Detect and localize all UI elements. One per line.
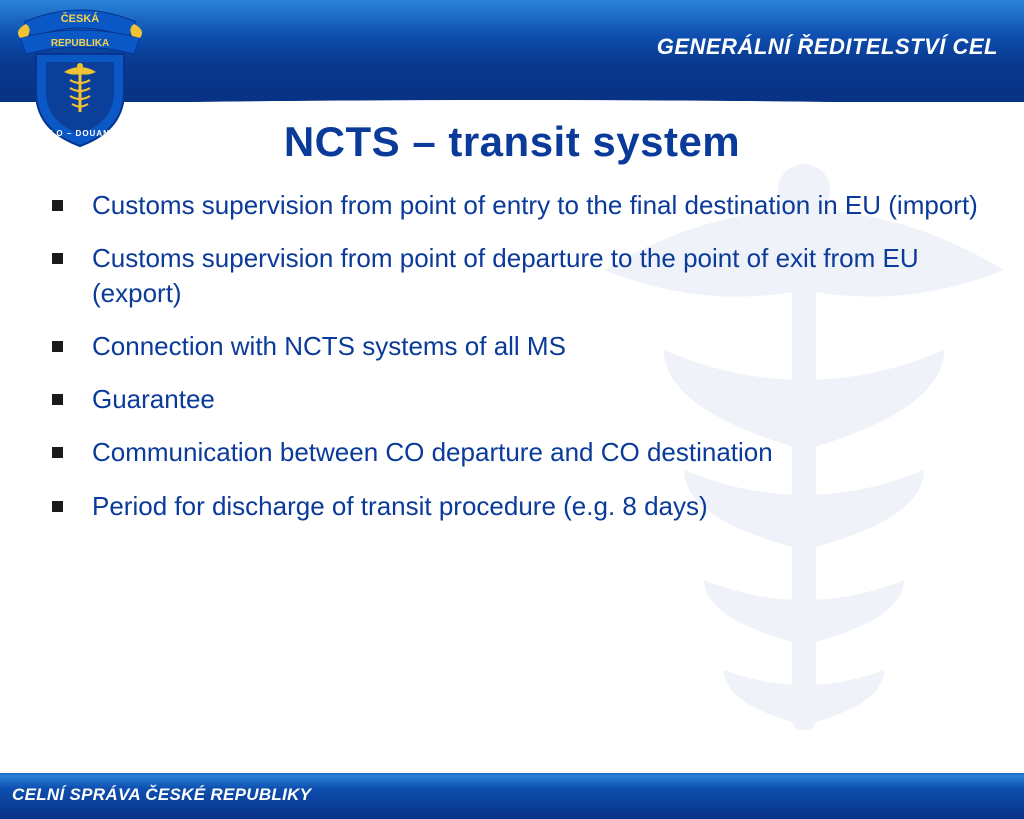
crest-ring-label: CLO – DOUANE: [44, 129, 116, 138]
slide-title: NCTS – transit system: [0, 118, 1024, 166]
list-item: Period for discharge of transit procedur…: [44, 489, 984, 524]
list-item: Guarantee: [44, 382, 984, 417]
list-item: Customs supervision from point of depart…: [44, 241, 984, 311]
footer-band: CELNÍ SPRÁVA ČESKÉ REPUBLIKY: [0, 773, 1024, 819]
crest-logo: ČESKÁ REPUBLIKA CLO – DOUANE: [18, 4, 142, 148]
list-item: Connection with NCTS systems of all MS: [44, 329, 984, 364]
crest-mid-label: REPUBLIKA: [51, 38, 109, 49]
list-item: Communication between CO departure and C…: [44, 435, 984, 470]
header-org-text: GENERÁLNÍ ŘEDITELSTVÍ CEL: [657, 34, 998, 60]
list-item: Customs supervision from point of entry …: [44, 188, 984, 223]
slide: GENERÁLNÍ ŘEDITELSTVÍ CEL ČESKÁ REPUBLIK…: [0, 0, 1024, 819]
footer-text: CELNÍ SPRÁVA ČESKÉ REPUBLIKY: [12, 785, 311, 805]
bullet-list: Customs supervision from point of entry …: [44, 188, 984, 542]
crest-top-label: ČESKÁ: [61, 12, 100, 25]
header-band: GENERÁLNÍ ŘEDITELSTVÍ CEL: [0, 0, 1024, 102]
